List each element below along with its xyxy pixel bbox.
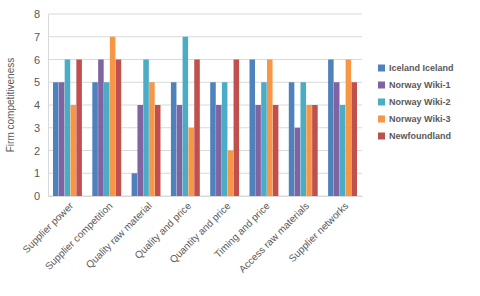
y-tick-label: 4 <box>34 99 40 111</box>
x-tick: Supplier networks <box>286 196 350 264</box>
y-tick-label: 8 <box>34 8 40 20</box>
legend-swatch <box>378 133 385 140</box>
bar <box>300 82 306 196</box>
legend-swatch <box>378 116 385 123</box>
bar <box>188 128 194 196</box>
bar <box>312 105 318 196</box>
bar <box>183 37 189 196</box>
bar <box>177 105 183 196</box>
bar <box>351 82 357 196</box>
y-tick: 4 <box>34 99 48 111</box>
y-tick: 2 <box>34 145 48 157</box>
legend-item: Norway Wiki-1 <box>378 80 450 90</box>
bar <box>98 60 104 197</box>
bar <box>295 128 301 196</box>
bar <box>76 60 82 197</box>
legend-label: Norway Wiki-1 <box>389 80 450 90</box>
bar <box>65 60 71 197</box>
series <box>76 60 357 197</box>
series <box>59 60 340 197</box>
chart: 0 1 2 3 4 5 6 7 8 Supplier powerSupplier competit… <box>0 0 480 296</box>
y-tick-label: 3 <box>34 122 40 134</box>
legend-swatch <box>378 99 385 106</box>
grid-line <box>48 59 362 60</box>
bar <box>92 82 98 196</box>
grid-line <box>48 36 362 37</box>
x-tick-label: Quality raw material <box>84 200 154 270</box>
bar <box>110 37 116 196</box>
bar <box>116 60 122 197</box>
legend-item: Norway Wiki-2 <box>378 97 450 107</box>
legend-label: Norway Wiki-2 <box>389 97 450 107</box>
bar <box>143 60 149 197</box>
series <box>65 37 346 196</box>
bar <box>228 151 234 197</box>
bar <box>261 82 267 196</box>
y-axis-line <box>48 15 49 197</box>
bar <box>255 105 261 196</box>
y-tick-label: 1 <box>34 167 40 179</box>
legend-label: Norway Wiki-3 <box>389 114 450 124</box>
bar <box>289 82 295 196</box>
y-tick: 7 <box>34 31 48 43</box>
y-tick-label: 7 <box>34 31 40 43</box>
bar <box>250 60 256 197</box>
bar <box>306 105 312 196</box>
bar <box>222 82 228 196</box>
y-axis-title: Firm competitiveness <box>5 58 16 152</box>
series <box>71 37 352 196</box>
bar <box>216 105 222 196</box>
legend-label: Iceland Iceland <box>389 63 454 73</box>
bar <box>340 105 346 196</box>
legend-swatch <box>378 82 385 89</box>
bar <box>267 60 273 197</box>
x-tick: Access raw materials <box>237 196 312 275</box>
bar <box>53 82 59 196</box>
y-tick-label: 5 <box>34 76 40 88</box>
legend-item: Newfoundland <box>378 131 451 141</box>
grid <box>48 14 362 196</box>
x-tick-label: Supplier networks <box>286 200 350 264</box>
grid-line <box>48 14 362 15</box>
x-tick-label: Access raw materials <box>237 200 312 275</box>
y-tick: 1 <box>34 167 48 179</box>
series <box>53 60 334 197</box>
x-tick: Supplier competition <box>43 196 115 272</box>
y-tick: 6 <box>34 54 48 66</box>
bar <box>234 60 240 197</box>
bar <box>104 82 110 196</box>
bar <box>273 105 279 196</box>
legend-label: Newfoundland <box>389 131 451 141</box>
y-tick: 5 <box>34 76 48 88</box>
bar <box>171 82 177 196</box>
legend-item: Norway Wiki-3 <box>378 114 450 124</box>
y-tick-label: 6 <box>34 54 40 66</box>
bar <box>328 60 334 197</box>
bar <box>194 60 200 197</box>
bar <box>149 82 155 196</box>
bar <box>334 82 340 196</box>
x-tick-label: Supplier competition <box>43 200 115 272</box>
y-tick: 8 <box>34 8 48 20</box>
legend-item: Iceland Iceland <box>378 63 454 73</box>
bar <box>346 60 352 197</box>
bar <box>210 82 216 196</box>
bar <box>59 82 65 196</box>
bar <box>132 173 138 196</box>
y-tick-label: 2 <box>34 145 40 157</box>
plot: 0 1 2 3 4 5 6 7 8 Supplier powerSupplier competit… <box>20 8 362 275</box>
x-tick: Quality raw material <box>84 196 154 270</box>
bar <box>137 105 143 196</box>
bars <box>53 37 357 196</box>
legend-swatch <box>378 65 385 72</box>
bar <box>155 105 161 196</box>
x-axis-line <box>49 196 363 197</box>
y-axis: 0 1 2 3 4 5 6 7 8 <box>34 8 49 202</box>
legend: Iceland Iceland Norway Wiki-1 Norway Wiki-… <box>378 63 454 141</box>
bar <box>71 105 77 196</box>
y-tick: 3 <box>34 122 48 134</box>
y-tick: 0 <box>34 190 48 202</box>
x-axis: Supplier powerSupplier competitionQualit… <box>20 196 362 275</box>
y-tick-label: 0 <box>34 190 40 202</box>
